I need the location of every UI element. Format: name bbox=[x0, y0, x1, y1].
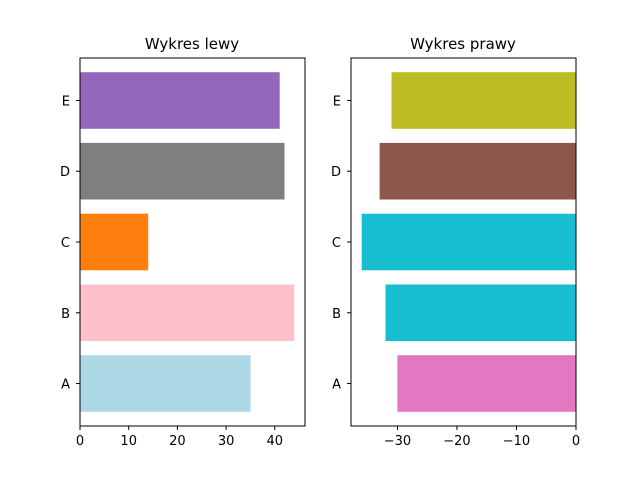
right-chart-y-ticks: A B C D E bbox=[331, 94, 351, 393]
left-bar-c bbox=[80, 213, 149, 271]
left-x-tick-label: 20 bbox=[169, 434, 186, 449]
left-bar-b bbox=[80, 284, 295, 342]
left-y-tick-label: B bbox=[61, 307, 70, 322]
right-chart-x-ticks: −30 −20 −10 0 bbox=[384, 426, 580, 449]
right-bar-c bbox=[361, 213, 576, 271]
right-x-tick-label: −20 bbox=[443, 434, 470, 449]
left-bar-d bbox=[80, 142, 285, 200]
left-chart-y-ticks: A B C D E bbox=[60, 94, 80, 393]
right-y-tick-label: B bbox=[332, 307, 341, 322]
right-chart-title: Wykres prawy bbox=[410, 35, 516, 53]
left-x-tick-label: 30 bbox=[218, 434, 235, 449]
left-chart-bars bbox=[80, 72, 295, 412]
left-y-tick-label: D bbox=[60, 165, 70, 180]
left-x-tick-label: 40 bbox=[267, 434, 284, 449]
right-bar-a bbox=[397, 355, 576, 412]
right-y-tick-label: E bbox=[333, 94, 341, 109]
right-y-tick-label: A bbox=[332, 378, 341, 393]
left-y-tick-label: A bbox=[61, 378, 70, 393]
left-x-tick-label: 0 bbox=[76, 434, 84, 449]
right-y-tick-label: C bbox=[332, 236, 341, 251]
left-bar-a bbox=[80, 355, 251, 412]
right-chart-panel: Wykres prawy A B C D E −30 −20 −10 0 bbox=[331, 35, 580, 449]
left-chart-panel: Wykres lewy A B C D E 0 10 20 30 40 bbox=[60, 35, 306, 449]
right-bar-d bbox=[379, 142, 576, 200]
left-chart-title: Wykres lewy bbox=[145, 35, 239, 53]
right-x-tick-label: −30 bbox=[384, 434, 411, 449]
left-chart-x-ticks: 0 10 20 30 40 bbox=[76, 426, 283, 449]
right-x-tick-label: −10 bbox=[503, 434, 530, 449]
left-y-tick-label: E bbox=[62, 94, 70, 109]
left-x-tick-label: 10 bbox=[120, 434, 137, 449]
right-x-tick-label: 0 bbox=[572, 434, 580, 449]
right-chart-bars bbox=[361, 72, 576, 412]
right-bar-e bbox=[391, 72, 576, 129]
left-bar-e bbox=[80, 72, 280, 129]
right-y-tick-label: D bbox=[331, 165, 341, 180]
right-bar-b bbox=[385, 284, 576, 342]
left-y-tick-label: C bbox=[61, 236, 70, 251]
